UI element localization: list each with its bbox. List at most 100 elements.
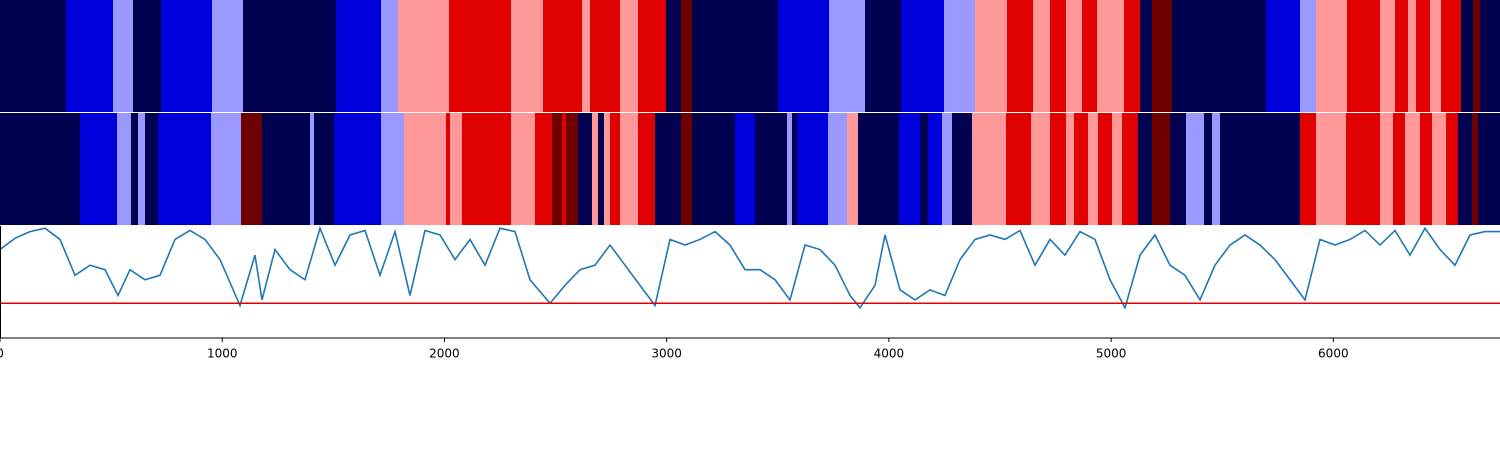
segment: [1066, 113, 1074, 225]
segment: [792, 113, 798, 225]
segment: [797, 113, 828, 225]
segment: [1472, 113, 1478, 225]
segment: [1204, 113, 1212, 225]
segment: [1446, 113, 1458, 225]
segment: [380, 113, 404, 225]
segment: [655, 113, 681, 225]
segment: [787, 113, 792, 225]
segment: [590, 0, 620, 112]
segment: [1300, 113, 1316, 225]
segment: [1408, 0, 1416, 112]
segment: [542, 0, 582, 112]
segment: [1050, 0, 1066, 112]
line: [0, 225, 1500, 310]
segment: [160, 0, 212, 112]
segment: [158, 113, 212, 225]
segment: [1172, 0, 1266, 112]
segment: [942, 113, 952, 225]
segment: [535, 113, 552, 225]
segment: [680, 0, 692, 112]
segment: [1138, 113, 1152, 225]
segment: [928, 113, 942, 225]
segment: [1472, 0, 1480, 112]
segment: [1140, 0, 1152, 112]
segment: [1220, 113, 1300, 225]
segment: [1186, 113, 1204, 225]
segment: [1380, 113, 1393, 225]
segment: [0, 0, 66, 112]
segment: [1212, 113, 1220, 225]
segment: [578, 113, 592, 225]
segment: [864, 0, 901, 112]
segment: [562, 113, 566, 225]
segment: [552, 113, 562, 225]
segment: [582, 0, 590, 112]
x-tick-label: 2000: [429, 347, 460, 361]
segment: [112, 0, 133, 112]
segment: [240, 113, 262, 225]
segment: [1050, 113, 1066, 225]
plot-area: [0, 226, 1500, 338]
segment: [598, 113, 604, 225]
segment: [1420, 113, 1432, 225]
segment: [80, 113, 117, 225]
segment: [1082, 0, 1097, 112]
x-tick-label: 0: [0, 347, 4, 361]
segment: [1300, 0, 1316, 112]
segment: [847, 113, 858, 225]
segment: [1112, 113, 1122, 225]
segment: [380, 0, 398, 112]
segment: [511, 0, 543, 112]
segment: [404, 113, 446, 225]
segment: [566, 113, 578, 225]
segment: [1088, 113, 1098, 225]
segment: [1006, 0, 1033, 112]
segment: [1392, 113, 1405, 225]
segment: [262, 113, 310, 225]
segment: [972, 113, 1006, 225]
segment: [680, 113, 692, 225]
segment: [952, 113, 972, 225]
segment: [336, 0, 381, 112]
segment: [144, 113, 158, 225]
segment: [1346, 113, 1380, 225]
segment: [1460, 0, 1473, 112]
segment: [334, 113, 381, 225]
segment: [610, 113, 620, 225]
segment: [1098, 113, 1112, 225]
segment: [858, 113, 900, 225]
segment: [310, 113, 314, 225]
segment: [1031, 113, 1050, 225]
segment: [450, 113, 462, 225]
segment: [666, 0, 681, 112]
segment: [1152, 113, 1170, 225]
segment: [448, 0, 512, 112]
segment: [132, 0, 161, 112]
segment: [1122, 113, 1138, 225]
segment: [66, 0, 113, 112]
segment: [778, 0, 829, 112]
x-tick-label: 3000: [651, 347, 682, 361]
segment: [1152, 0, 1172, 112]
segment: [828, 0, 865, 112]
segment: [692, 0, 778, 112]
segment: [1066, 0, 1082, 112]
segment: [920, 113, 928, 225]
segment: [1170, 113, 1186, 225]
segment: [604, 113, 610, 225]
x-tick-label: 4000: [874, 347, 905, 361]
segment: [1430, 0, 1441, 112]
segment: [1346, 0, 1380, 112]
segment: [1404, 113, 1420, 225]
segment: [638, 0, 666, 112]
segment: [755, 113, 788, 225]
segment: [314, 113, 334, 225]
segment: [398, 0, 449, 112]
segment: [1416, 0, 1430, 112]
segment: [242, 0, 336, 112]
segment: [900, 0, 944, 112]
segment: [1266, 0, 1300, 112]
segment: [620, 0, 638, 112]
segment: [1074, 113, 1088, 225]
